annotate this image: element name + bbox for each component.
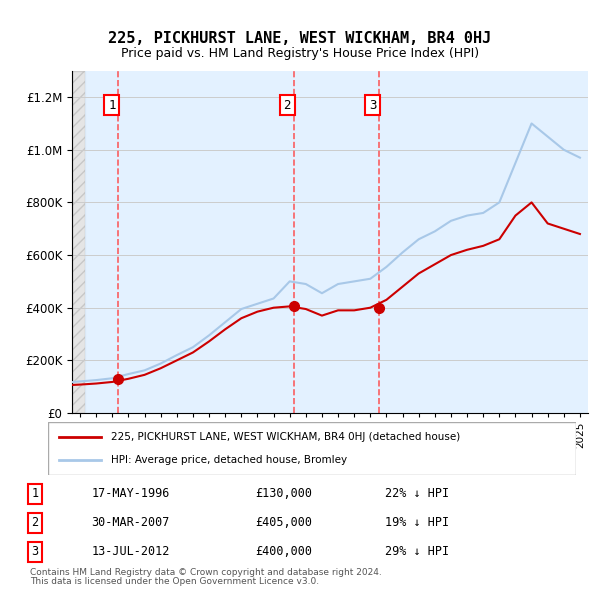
Bar <box>72 71 85 413</box>
Text: 17-MAY-1996: 17-MAY-1996 <box>91 487 170 500</box>
Text: HPI: Average price, detached house, Bromley: HPI: Average price, detached house, Brom… <box>112 455 347 465</box>
Text: £405,000: £405,000 <box>255 516 312 529</box>
Text: 30-MAR-2007: 30-MAR-2007 <box>91 516 170 529</box>
Text: Contains HM Land Registry data © Crown copyright and database right 2024.: Contains HM Land Registry data © Crown c… <box>30 568 382 577</box>
Text: 2: 2 <box>31 516 38 529</box>
Text: 1: 1 <box>108 99 116 112</box>
Text: £400,000: £400,000 <box>255 545 312 559</box>
Bar <box>85 71 588 413</box>
Text: This data is licensed under the Open Government Licence v3.0.: This data is licensed under the Open Gov… <box>30 577 319 586</box>
Text: Price paid vs. HM Land Registry's House Price Index (HPI): Price paid vs. HM Land Registry's House … <box>121 47 479 60</box>
Text: 22% ↓ HPI: 22% ↓ HPI <box>385 487 449 500</box>
Text: 29% ↓ HPI: 29% ↓ HPI <box>385 545 449 559</box>
Text: 3: 3 <box>31 545 38 559</box>
Text: £130,000: £130,000 <box>255 487 312 500</box>
Text: 2: 2 <box>284 99 291 112</box>
Text: 19% ↓ HPI: 19% ↓ HPI <box>385 516 449 529</box>
Text: 225, PICKHURST LANE, WEST WICKHAM, BR4 0HJ: 225, PICKHURST LANE, WEST WICKHAM, BR4 0… <box>109 31 491 46</box>
Text: 13-JUL-2012: 13-JUL-2012 <box>91 545 170 559</box>
Text: 1: 1 <box>31 487 38 500</box>
Text: 3: 3 <box>369 99 376 112</box>
Text: 225, PICKHURST LANE, WEST WICKHAM, BR4 0HJ (detached house): 225, PICKHURST LANE, WEST WICKHAM, BR4 0… <box>112 432 461 442</box>
FancyBboxPatch shape <box>48 422 576 475</box>
